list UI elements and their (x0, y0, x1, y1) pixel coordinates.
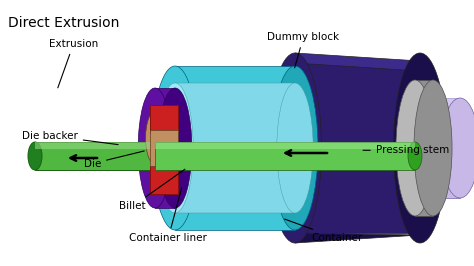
Bar (150, 130, 178, 166)
Text: Direct Extrusion: Direct Extrusion (8, 16, 119, 30)
Ellipse shape (138, 88, 172, 208)
Bar (150, 105, 178, 133)
Ellipse shape (277, 83, 313, 213)
Text: Billet: Billet (119, 169, 185, 211)
Ellipse shape (272, 66, 318, 230)
Ellipse shape (393, 53, 447, 243)
Polygon shape (295, 233, 420, 243)
Ellipse shape (396, 80, 434, 216)
Ellipse shape (268, 53, 321, 243)
Bar (175, 66, 295, 230)
Bar (155, 142, 415, 170)
Text: Die: Die (84, 151, 144, 169)
Ellipse shape (401, 98, 439, 198)
Ellipse shape (152, 66, 198, 230)
Bar (35, 142, 175, 149)
Text: Container: Container (285, 219, 362, 243)
Text: Extrusion: Extrusion (49, 39, 98, 88)
Bar (155, 88, 175, 208)
Text: Die backer: Die backer (22, 131, 118, 145)
Text: Dummy block: Dummy block (267, 32, 339, 68)
Text: Container liner: Container liner (129, 188, 207, 243)
Ellipse shape (414, 80, 452, 216)
Ellipse shape (146, 112, 164, 164)
Ellipse shape (157, 83, 193, 213)
Bar (155, 142, 415, 149)
Text: Pressing stem: Pressing stem (363, 145, 449, 155)
Ellipse shape (441, 98, 474, 198)
Bar (420, 98, 460, 198)
Ellipse shape (158, 88, 192, 208)
Bar (295, 63, 420, 233)
Ellipse shape (408, 142, 422, 170)
Bar (35, 142, 175, 170)
Bar (175, 83, 295, 213)
Bar (420, 98, 460, 126)
Bar (150, 166, 178, 194)
Ellipse shape (28, 142, 42, 170)
Bar (415, 80, 433, 216)
Polygon shape (295, 53, 420, 71)
